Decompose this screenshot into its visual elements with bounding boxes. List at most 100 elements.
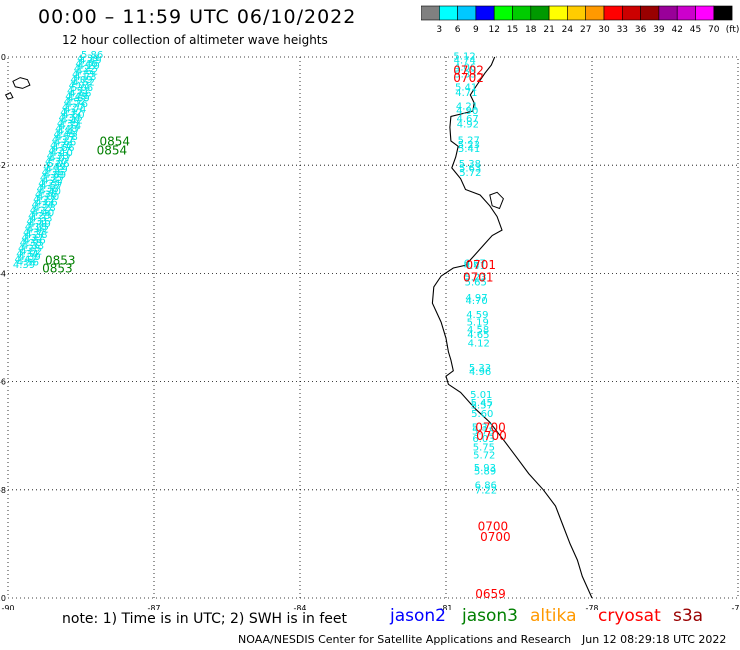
map-subtitle: 12 hour collection of altimeter wave hei… — [62, 33, 328, 47]
track-jason3: 4.394.464.224.134.094.014.514.494.524.27… — [13, 53, 100, 271]
color-swatch — [530, 5, 550, 21]
wave-height-value: 4.66 — [69, 88, 91, 99]
wave-height-value: 4.33 — [22, 241, 44, 252]
longitude-tick-label: -90 — [1, 604, 14, 610]
wave-height-value: 4.49 — [43, 162, 65, 173]
color-scale-legend: 3 6 9 12 15 18 21 24 27 30 33 36 39 42 45 70 (ft) — [421, 5, 739, 35]
wave-height-value: 4.62 — [76, 66, 98, 77]
wave-height-value: 4.27 — [48, 146, 70, 157]
wave-height-value: 4.47 — [57, 126, 79, 137]
wave-height-value: 4.74 — [64, 105, 86, 116]
footer-note: note: 1) Time is in UTC; 2) SWH is in fe… — [62, 611, 348, 627]
wave-height-value: 4.38 — [37, 184, 59, 195]
wave-height-value: 4.58 — [467, 325, 489, 336]
island-outline — [489, 191, 504, 210]
legend-altika: altika — [530, 606, 577, 626]
color-swatch — [676, 5, 696, 21]
wave-height-value: 4.78 — [56, 132, 78, 143]
wave-height-value: 4.43 — [53, 129, 75, 140]
wave-height-value: 4.52 — [64, 97, 86, 108]
island-outline — [12, 77, 31, 89]
wave-height-value: 4.41 — [464, 261, 486, 272]
wave-height-value: 4.42 — [15, 255, 37, 266]
color-swatch — [603, 5, 623, 21]
wave-height-value: 4.13 — [72, 70, 94, 81]
wave-height-value: 4.71 — [455, 88, 477, 99]
color-scale-label: 27 — [580, 25, 591, 35]
wave-height-value: 4.36 — [35, 189, 57, 200]
color-scale-label: 9 — [473, 25, 479, 35]
pass-time-label: 0853 — [45, 254, 76, 268]
wave-height-value: 5.93 — [474, 463, 496, 474]
wave-height-value: 4.66 — [35, 197, 57, 208]
wave-height-value: 5.19 — [467, 317, 489, 328]
color-scale-label: 33 — [617, 25, 628, 35]
color-swatch — [548, 5, 568, 21]
wave-height-value: 4.76 — [66, 99, 88, 110]
wave-height-value: 4.33 — [47, 151, 69, 162]
wave-height-value: 4.73 — [74, 72, 96, 83]
wave-height-value: 4.38 — [25, 230, 47, 241]
coastline — [431, 56, 593, 599]
wave-height-value: 4.28 — [18, 244, 40, 255]
pass-time-label: 0700 — [480, 530, 511, 544]
wave-height-value: 4.34 — [31, 200, 53, 211]
color-swatch — [421, 5, 440, 21]
color-scale-label: 70 — [708, 25, 720, 35]
wave-height-value: 5.38 — [459, 159, 481, 170]
wave-height-value: 6.67 — [464, 258, 486, 269]
pass-time-label: 0700 — [476, 429, 507, 443]
wave-height-value: 4.24 — [38, 178, 60, 189]
wave-height-value: 5.33 — [469, 363, 491, 374]
color-scale-label: 30 — [598, 25, 610, 35]
color-swatch — [622, 5, 641, 21]
wave-height-value: 4.36 — [42, 168, 64, 179]
wave-height-value: 4.70 — [466, 296, 488, 307]
wave-height-value: 5.65 — [465, 277, 487, 288]
wave-height-value: 5.06 — [47, 159, 69, 170]
wave-height-value: 4.74 — [454, 55, 476, 66]
wave-height-value: 4.06 — [454, 63, 476, 74]
wave-height-value: 4.52 — [73, 77, 95, 88]
wave-height-value: 5.63 — [459, 164, 481, 175]
wave-height-value: 4.60 — [62, 110, 84, 121]
wave-height-value: 4.27 — [33, 195, 55, 206]
wave-height-value: 5.72 — [459, 168, 481, 179]
wave-height-value: 4.33 — [30, 214, 52, 225]
wave-height-value: 5.60 — [471, 409, 493, 420]
color-scale-label: 36 — [635, 25, 647, 35]
wave-height-value: 4.38 — [20, 238, 42, 249]
wave-height-value: 4.30 — [45, 157, 67, 168]
wave-height-value: 5.27 — [458, 136, 480, 147]
wave-height-value: 6.03 — [472, 434, 494, 445]
wave-height-value: 4.56 — [52, 143, 74, 154]
wave-height-value: 4.59 — [466, 310, 488, 321]
wave-height-value: 4.27 — [62, 102, 84, 113]
credit-text: NOAA/NESDIS Center for Satellite Applica… — [238, 633, 572, 646]
wave-height-value: 4.19 — [45, 165, 67, 176]
wave-height-value: 4.74 — [59, 121, 81, 132]
wave-height-value: 4.37 — [21, 233, 43, 244]
wave-height-value: 4.40 — [39, 186, 61, 197]
pass-time-label: 0700 — [478, 519, 509, 533]
latitude-tick-label: -6 — [0, 378, 6, 387]
wave-height-value: 4.31 — [26, 216, 48, 227]
color-scale-label: 15 — [507, 25, 518, 35]
wave-height-value: 5.01 — [470, 390, 492, 401]
wave-height-value: 5.75 — [473, 442, 495, 453]
longitude-tick-label: -87 — [147, 604, 160, 610]
wave-height-value: 7.22 — [475, 486, 497, 497]
wave-height-value: 5.89 — [474, 467, 496, 478]
latitude-tick-label: -4 — [0, 269, 6, 278]
wave-height-value: 4.48 — [55, 124, 77, 135]
pass-time-label: 0659 — [475, 587, 506, 601]
legend-s3a: s3a — [673, 606, 704, 626]
longitude-tick-label: -75 — [731, 604, 740, 610]
wave-height-value: 5.23 — [458, 140, 480, 151]
wave-height-value: 4.51 — [67, 86, 89, 97]
wave-height-value: 4.34 — [16, 249, 38, 260]
wave-height-value: 4.26 — [50, 140, 72, 151]
color-swatch — [567, 5, 586, 21]
wave-height-value: 4.09 — [70, 75, 92, 86]
pass-time-label: 0700 — [475, 420, 506, 434]
